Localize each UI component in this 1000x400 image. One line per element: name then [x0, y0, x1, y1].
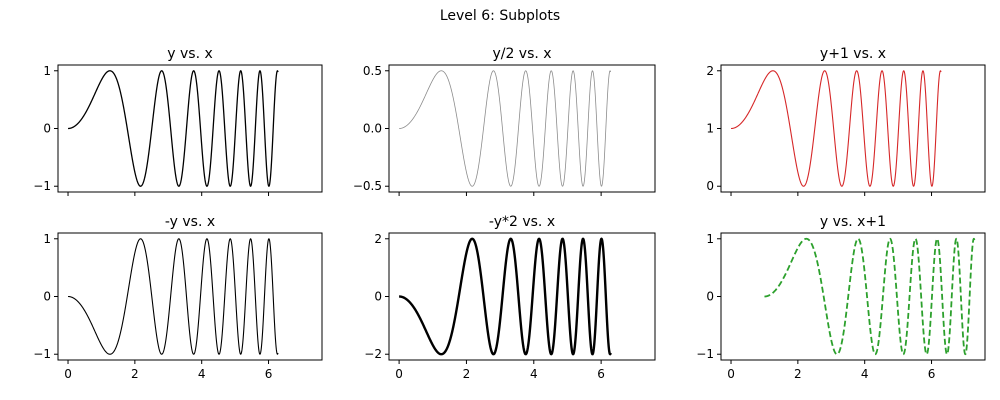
x-tick-label: 4 [198, 367, 206, 381]
x-tick-label: 6 [597, 367, 605, 381]
axes-frame [388, 64, 656, 193]
y-tick-label: 1 [43, 64, 51, 78]
subplot-title: y vs. x [167, 46, 213, 62]
series-line [67, 70, 279, 187]
subplot-3: 0 1 2 y+1 vs. x [706, 46, 986, 196]
y-tick-label: 0 [374, 290, 382, 304]
x-tick-label: 6 [265, 367, 273, 381]
series-line [67, 238, 279, 355]
x-tick-label: 0 [727, 367, 735, 381]
subplot-title: y vs. x+1 [820, 214, 886, 230]
y-tick-label: 1 [706, 232, 714, 246]
subplot-4: −1 0 1 0 2 4 6 -y vs. x [33, 214, 323, 381]
series-line [763, 237, 976, 356]
x-tick-label: 2 [131, 367, 139, 381]
x-tick-label: 6 [928, 367, 936, 381]
y-tick-label: −0.5 [353, 179, 382, 193]
figure-title: Level 6: Subplots [440, 8, 560, 24]
x-tick-label: 0 [395, 367, 403, 381]
x-tick-label: 2 [794, 367, 802, 381]
y-tick-label: −2 [364, 347, 382, 361]
subplot-6: −1 0 1 0 2 4 6 y vs. x+1 [696, 214, 986, 381]
y-tick-label: −1 [33, 347, 51, 361]
subplot-2: −0.5 0.0 0.5 y/2 vs. x [353, 46, 656, 196]
y-tick-label: 2 [706, 64, 714, 78]
y-tick-label: 0 [706, 290, 714, 304]
axes-frame [720, 64, 986, 193]
x-tick-label: 0 [64, 367, 72, 381]
y-tick-label: 0 [706, 179, 714, 193]
subplot-1: −1 0 1 y vs. x [33, 46, 323, 196]
x-tick-label: 2 [463, 367, 471, 381]
y-tick-label: 1 [43, 232, 51, 246]
y-tick-label: 0 [43, 290, 51, 304]
y-tick-label: −1 [696, 347, 714, 361]
y-tick-label: 0.0 [363, 122, 382, 136]
series-line [398, 70, 612, 187]
subplot-title: -y*2 vs. x [489, 214, 555, 230]
subplot-title: y/2 vs. x [492, 46, 551, 62]
subplot-title: -y vs. x [165, 214, 215, 230]
x-tick-label: 4 [530, 367, 538, 381]
y-tick-label: 2 [374, 232, 382, 246]
series-line [730, 70, 942, 187]
series-line [398, 237, 612, 356]
y-tick-label: 0 [43, 122, 51, 136]
axes-frame [57, 232, 323, 361]
x-tick-label: 4 [861, 367, 869, 381]
subplot-5: −2 0 2 0 2 4 6 -y*2 vs. x [364, 214, 656, 381]
subplot-title: y+1 vs. x [820, 46, 886, 62]
y-tick-label: 0.5 [363, 64, 382, 78]
y-tick-label: −1 [33, 179, 51, 193]
y-tick-label: 1 [706, 122, 714, 136]
